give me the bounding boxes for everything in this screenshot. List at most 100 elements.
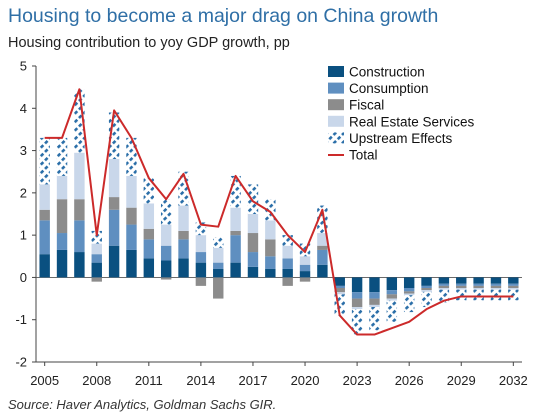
- y-tick-label: 0: [20, 270, 27, 285]
- bar-segment-consumption: [213, 262, 224, 269]
- bar-segment-real-estate-services: [386, 298, 398, 301]
- bar-segment-upstream-effects: [91, 230, 102, 244]
- bar-segment-fiscal: [508, 285, 519, 288]
- bar-segment-consumption: [91, 254, 102, 263]
- bar-segment-consumption: [230, 235, 241, 263]
- x-tick-label: 2029: [447, 373, 476, 388]
- bar-segment-consumption: [299, 264, 311, 272]
- bar-segment-construction: [403, 277, 415, 288]
- bar-segment-consumption: [473, 283, 484, 286]
- bar-segment-consumption: [508, 283, 519, 286]
- bar-segment-real-estate-services: [74, 152, 85, 200]
- bar-segment-real-estate-services: [508, 288, 519, 290]
- bar-segment-real-estate-services: [56, 175, 68, 200]
- bar-segment-fiscal: [108, 197, 120, 210]
- y-tick-label: 4: [20, 101, 27, 116]
- bar-segment-upstream-effects: [317, 205, 328, 234]
- bar-segment-construction: [160, 260, 172, 278]
- bar-segment-fiscal: [213, 277, 224, 299]
- bar-segment-real-estate-services: [438, 288, 450, 290]
- x-tick-label: 2011: [135, 373, 163, 388]
- bar-segment-real-estate-services: [160, 224, 172, 246]
- bar-segment-real-estate-services: [195, 235, 207, 253]
- bar-segment-consumption: [403, 288, 415, 292]
- bar-segment-fiscal: [421, 288, 432, 291]
- legend-swatch: [328, 82, 344, 94]
- bar-segment-construction: [213, 268, 224, 278]
- bar-segment-construction: [421, 277, 432, 286]
- legend-swatch: [328, 99, 344, 111]
- bar-segment-construction: [473, 277, 484, 284]
- chart-subtitle: Housing contribution to yoy GDP growth, …: [8, 35, 290, 51]
- bar-segment-fiscal: [143, 228, 155, 240]
- bar-segment-real-estate-services: [421, 290, 432, 292]
- bar-segment-construction: [143, 258, 155, 278]
- bar-segment-upstream-effects: [160, 199, 172, 225]
- bar-segment-construction: [91, 262, 102, 278]
- bar-segment-real-estate-services: [108, 159, 120, 198]
- bar-segment-real-estate-services: [369, 304, 380, 308]
- legend-label: Consumption: [349, 81, 429, 96]
- bar-segment-upstream-effects: [403, 295, 415, 313]
- bar-segment-fiscal: [456, 285, 467, 288]
- bar-segment-upstream-effects: [178, 171, 189, 206]
- bar-segment-upstream-effects: [334, 294, 345, 316]
- bar-segment-construction: [178, 258, 189, 278]
- bar-segment-real-estate-services: [403, 293, 415, 296]
- chart-title: Housing to become a major drag on China …: [8, 5, 439, 27]
- bar-segment-fiscal: [386, 294, 398, 299]
- bar-segment-fiscal: [473, 285, 484, 288]
- bar-segment-construction: [317, 264, 328, 278]
- bar-segment-fiscal: [282, 277, 293, 286]
- bar-segment-real-estate-services: [317, 233, 328, 246]
- bar-segment-construction: [351, 277, 363, 293]
- bar-segment-construction: [247, 266, 259, 278]
- bar-segment-consumption: [438, 283, 450, 286]
- bar-segment-consumption: [160, 245, 172, 261]
- bar-segment-construction: [369, 277, 380, 293]
- bar-segment-construction: [508, 277, 519, 284]
- bar-segment-consumption: [456, 283, 467, 286]
- legend-label: Real Estate Services: [349, 114, 475, 129]
- bar-segment-upstream-effects: [56, 137, 68, 176]
- bar-segment-consumption: [126, 224, 137, 250]
- bar-segment-fiscal: [317, 245, 328, 250]
- x-tick-label: 2026: [395, 373, 424, 388]
- bar-segment-real-estate-services: [351, 307, 363, 310]
- bar-segment-fiscal: [299, 277, 311, 282]
- bar-segment-real-estate-services: [143, 203, 155, 229]
- bar-segment-consumption: [490, 283, 502, 286]
- bar-segment-upstream-effects: [421, 291, 432, 308]
- legend-swatch: [328, 132, 344, 144]
- bar-segment-consumption: [386, 290, 398, 295]
- y-tick-label: 5: [20, 59, 27, 74]
- bar-segment-construction: [265, 268, 276, 278]
- bar-segment-upstream-effects: [230, 175, 241, 208]
- bar-segment-fiscal: [39, 209, 50, 221]
- bar-segment-consumption: [178, 239, 189, 259]
- bar-segment-fiscal: [126, 207, 137, 225]
- bar-segment-real-estate-services: [230, 207, 241, 231]
- bar-segment-fiscal: [74, 199, 85, 221]
- bar-segment-upstream-effects: [473, 289, 484, 301]
- bar-segment-upstream-effects: [126, 137, 137, 176]
- bar-segment-upstream-effects: [39, 137, 50, 185]
- bar-segment-real-estate-services: [39, 184, 50, 210]
- bar-segment-real-estate-services: [213, 247, 224, 263]
- x-tick-label: 2014: [186, 373, 215, 388]
- bar-segment-fiscal: [351, 298, 363, 308]
- legend-swatch: [328, 115, 344, 127]
- bar-segment-upstream-effects: [213, 237, 224, 248]
- bar-segment-fiscal: [160, 277, 172, 280]
- bar-segment-real-estate-services: [178, 205, 189, 231]
- bar-segment-upstream-effects: [490, 289, 502, 301]
- bar-segment-upstream-effects: [74, 89, 85, 153]
- y-tick-label: 1: [20, 228, 27, 243]
- bar-segment-construction: [56, 249, 68, 278]
- legend-label: Upstream Effects: [349, 131, 453, 146]
- bar-segment-consumption: [421, 285, 432, 288]
- x-tick-label: 2023: [343, 373, 372, 388]
- bar-segment-consumption: [108, 209, 120, 246]
- bar-segment-real-estate-services: [490, 288, 502, 290]
- bar-segment-fiscal: [438, 285, 450, 288]
